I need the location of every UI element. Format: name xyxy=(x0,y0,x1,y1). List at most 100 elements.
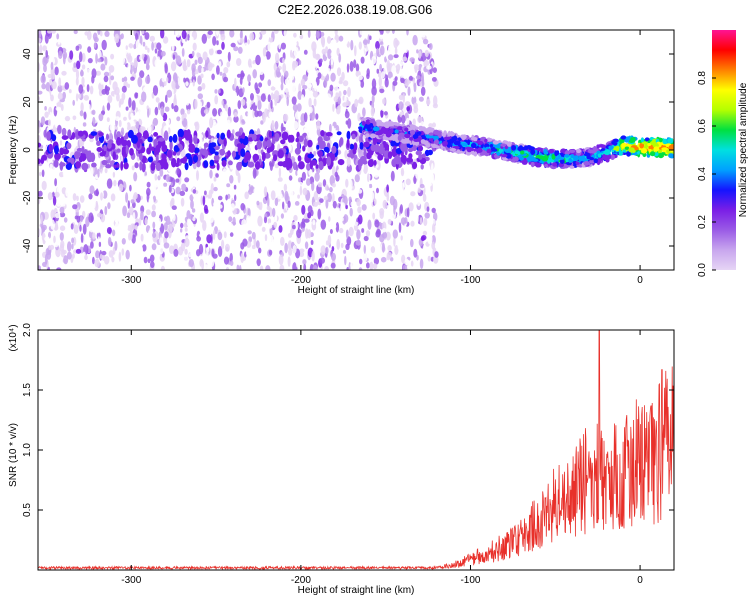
spectrogram-noise-cell xyxy=(391,65,397,76)
spectrogram-noise-cell xyxy=(224,205,228,214)
spectrogram-noise-cell xyxy=(223,67,229,74)
spectrogram-noise-cell xyxy=(146,64,150,70)
spectrogram-noise-cell xyxy=(218,204,223,209)
spectrogram-noise-cell xyxy=(242,87,245,94)
spectrogram-noise-cell xyxy=(344,110,350,119)
spectrogram-noise-cell xyxy=(106,227,112,234)
spectrogram-band-cell xyxy=(147,136,153,143)
spectrogram-noise-cell xyxy=(379,88,385,94)
spectrogram-noise-cell xyxy=(43,56,49,64)
spectrogram-band-cell xyxy=(142,130,149,140)
spectrogram-noise-cell xyxy=(46,100,51,107)
spectrogram-noise-cell xyxy=(293,120,299,130)
spectrogram-noise-cell xyxy=(185,98,190,106)
spectrogram-noise-cell xyxy=(208,41,213,50)
spectrogram-noise-cell xyxy=(54,241,59,248)
spectrogram-signal-cell xyxy=(583,161,590,166)
spectrogram-noise-cell xyxy=(424,212,430,219)
spectrogram-noise-cell xyxy=(239,30,243,39)
spectrogram-noise-cell xyxy=(324,266,329,270)
spectrogram-signal-cell xyxy=(423,140,428,146)
spectrogram-noise-cell xyxy=(274,99,278,106)
spectrogram-noise-cell xyxy=(171,41,175,52)
spectrogram-noise-cell xyxy=(332,200,337,209)
spectrogram-noise-cell xyxy=(367,173,370,183)
spectrogram-signal-cell xyxy=(604,150,611,154)
spectrogram-signal-cell xyxy=(491,148,498,152)
spectrogram-noise-cell xyxy=(316,120,321,131)
spectrogram-noise-cell xyxy=(76,60,81,70)
spectrogram-noise-cell xyxy=(300,78,306,87)
spectrogram-noise-cell xyxy=(328,216,331,222)
spectrogram-noise-cell xyxy=(330,262,336,269)
spectrogram-noise-cell xyxy=(144,217,148,225)
spectrogram-noise-cell xyxy=(128,240,131,251)
spectrogram-noise-cell xyxy=(337,168,343,175)
spectrogram-band-cell xyxy=(74,151,80,160)
spectrogram-noise-cell xyxy=(166,89,173,98)
spectrogram-band-cell xyxy=(139,152,143,161)
spectrogram-noise-cell xyxy=(329,84,334,92)
spectrogram-noise-cell xyxy=(114,33,120,44)
spectrogram-noise-cell xyxy=(118,171,123,176)
spectrogram-noise-cell xyxy=(142,244,147,252)
spectrogram-noise-cell xyxy=(345,229,349,239)
spectrogram-noise-cell xyxy=(45,91,50,100)
spectrogram-noise-cell xyxy=(145,75,151,85)
spectrogram-noise-cell xyxy=(327,192,332,203)
spectrogram-noise-cell xyxy=(89,224,95,233)
spectrogram-noise-cell xyxy=(366,68,370,77)
spectrogram-noise-cell xyxy=(206,234,212,244)
spectrogram-noise-cell xyxy=(424,49,429,58)
x-tick-label: 0 xyxy=(637,275,643,286)
spectrogram-noise-cell xyxy=(276,101,282,111)
spectrogram-x-ticks: -300 -200 -100 0 xyxy=(121,30,643,286)
spectrogram-noise-cell xyxy=(297,169,300,177)
spectrogram-noise-cell xyxy=(148,196,154,208)
spectrogram-band-cell xyxy=(91,162,97,168)
spectrogram-noise-cell xyxy=(218,60,222,68)
spectrogram-noise-cell xyxy=(131,165,135,171)
spectrogram-noise-cell xyxy=(123,76,128,82)
spectrogram-noise-cell xyxy=(400,235,403,241)
spectrogram-signal-cell xyxy=(589,159,595,164)
spectrogram-noise-cell xyxy=(183,112,187,119)
spectrogram-noise-cell xyxy=(121,85,127,93)
spectrogram-noise-cell xyxy=(270,37,273,43)
spectrogram-noise-cell xyxy=(103,184,108,193)
spectrogram-noise-cell xyxy=(213,176,217,182)
spectrogram-noise-cell xyxy=(247,110,252,118)
spectrogram-noise-cell xyxy=(244,191,249,200)
spectrogram-noise-cell xyxy=(57,84,63,93)
spectrogram-noise-cell xyxy=(48,119,51,127)
spectrogram-noise-cell xyxy=(48,204,52,211)
spectrogram-noise-cell xyxy=(261,235,266,241)
spectrogram-noise-cell xyxy=(369,191,375,201)
spectrogram-noise-cell xyxy=(201,260,205,270)
spectrogram-noise-cell xyxy=(106,178,113,189)
spectrogram-noise-cell xyxy=(209,169,213,179)
spectrogram-noise-cell xyxy=(141,30,145,35)
spectrogram-band-cell xyxy=(168,135,173,143)
spectrogram-band-cell xyxy=(286,160,293,169)
spectrogram-noise-cell xyxy=(147,122,152,134)
spectrogram-signal-cell xyxy=(453,140,461,146)
spectrogram-noise-cell xyxy=(111,108,116,115)
spectrogram-noise-cell xyxy=(209,212,215,223)
spectrogram-band-cell xyxy=(307,153,315,159)
spectrogram-band-cell xyxy=(153,132,159,137)
snr-background xyxy=(38,330,674,570)
spectrogram-noise-cell xyxy=(91,251,95,257)
spectrogram-noise-cell xyxy=(256,258,261,267)
spectrogram-noise-cell xyxy=(92,199,96,209)
spectrogram-band-cell xyxy=(227,160,233,166)
spectrogram-noise-cell xyxy=(363,244,366,254)
spectrogram-signal-cell xyxy=(640,137,645,143)
spectrogram-signal-cell xyxy=(424,128,428,133)
spectrogram-signal-cell xyxy=(620,136,626,140)
spectrogram-band-cell xyxy=(318,139,322,146)
spectrogram-noise-cell xyxy=(44,33,49,44)
spectrogram-noise-cell xyxy=(126,122,131,131)
spectrogram-noise-cell xyxy=(114,240,118,251)
spectrogram-noise-cell xyxy=(336,106,341,115)
